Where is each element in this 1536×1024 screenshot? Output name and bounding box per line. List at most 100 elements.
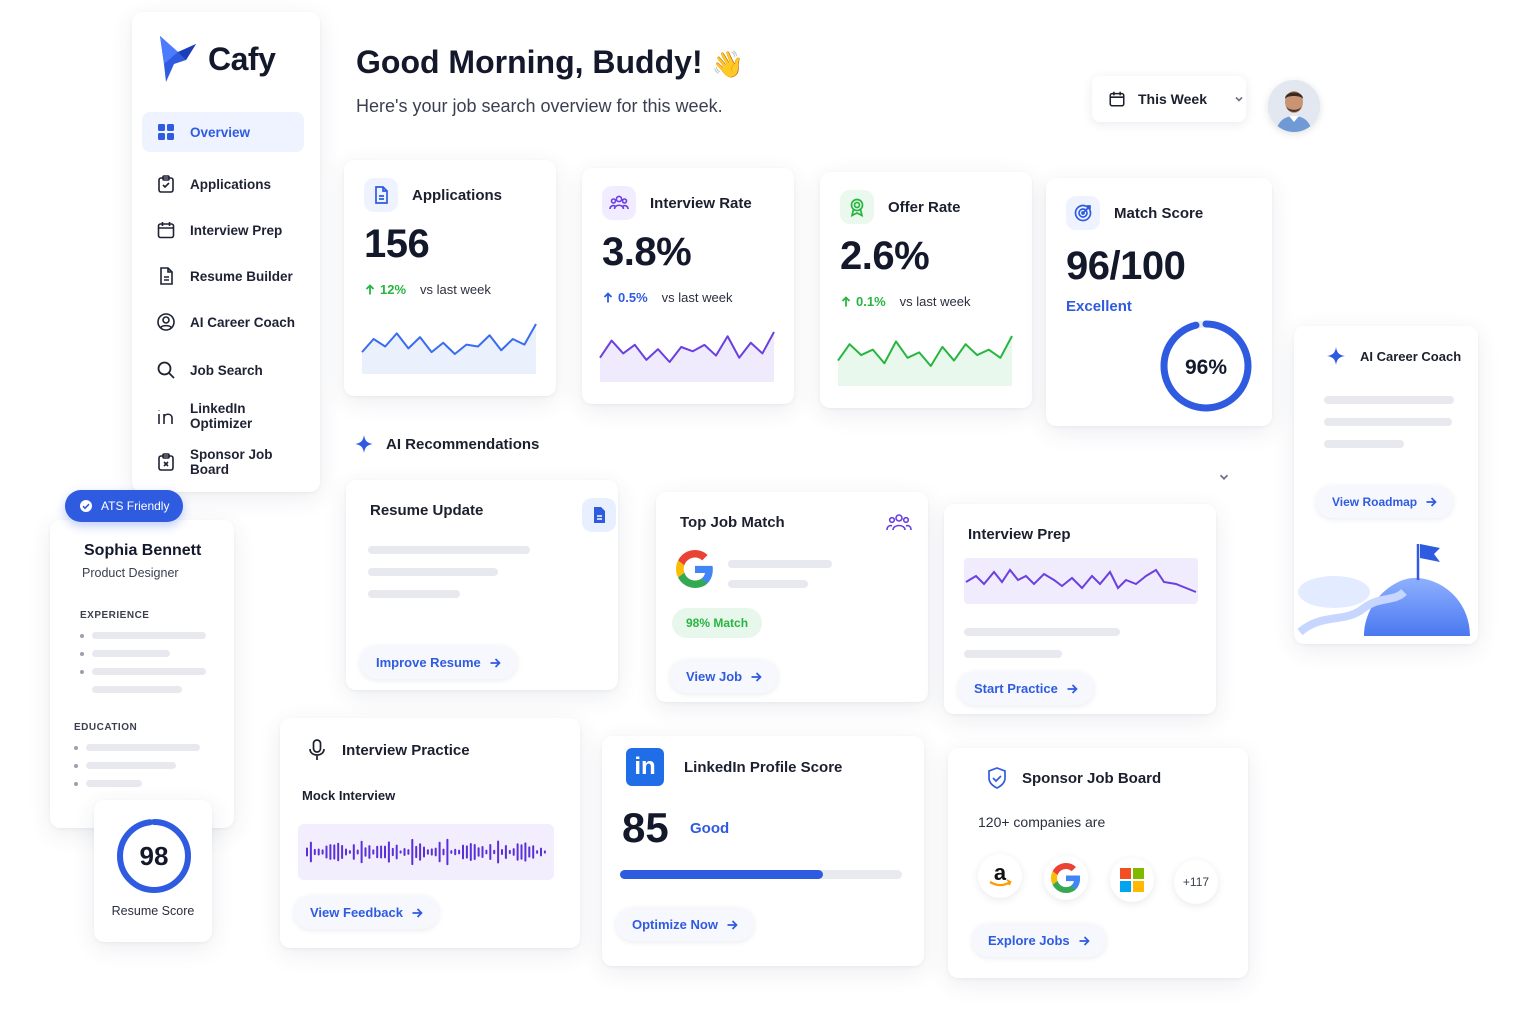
waveform-bar bbox=[430, 848, 433, 856]
arrow-right-icon bbox=[412, 907, 423, 918]
view-job-button[interactable]: View Job bbox=[670, 660, 779, 693]
microsoft-logo-icon bbox=[1110, 858, 1154, 902]
check-circle-icon bbox=[80, 500, 92, 512]
period-select[interactable]: This Week bbox=[1092, 76, 1246, 122]
button-label: View Feedback bbox=[310, 905, 403, 920]
user-circle-icon bbox=[157, 313, 175, 331]
sidebar-item-overview[interactable]: Overview bbox=[142, 112, 304, 152]
interview-rate-card[interactable]: Interview Rate 3.8% 0.5% vs last week bbox=[582, 168, 794, 404]
view-roadmap-button[interactable]: View Roadmap bbox=[1316, 486, 1454, 518]
resume-preview-card[interactable]: Sophia Bennett Product Designer EXPERIEN… bbox=[50, 520, 234, 828]
resume-score-ring-progress bbox=[117, 819, 191, 893]
waveform-bar bbox=[333, 844, 336, 860]
match-rating: Excellent bbox=[1066, 298, 1132, 315]
period-select-value: This Week bbox=[1138, 91, 1207, 107]
waveform-bar bbox=[380, 845, 383, 859]
placeholder-line bbox=[368, 546, 530, 554]
waveform-bar bbox=[411, 838, 414, 866]
linkedin-progress-track bbox=[620, 870, 902, 879]
placeholder-line bbox=[86, 780, 142, 787]
sidebar: Cafy Overview Applications Interview Pre… bbox=[132, 12, 320, 492]
waveform-bar bbox=[415, 845, 418, 859]
brand-logo[interactable]: Cafy bbox=[156, 34, 276, 84]
waveform-bar bbox=[360, 840, 363, 864]
button-label: View Roadmap bbox=[1332, 495, 1418, 509]
section-title: AI Recommendations bbox=[386, 435, 540, 453]
avatar[interactable] bbox=[1268, 80, 1320, 132]
sparkline-line bbox=[361, 323, 537, 355]
sidebar-item-applications[interactable]: Applications bbox=[142, 164, 302, 204]
sidebar-item-interview-prep[interactable]: Interview Prep bbox=[142, 210, 302, 250]
sidebar-item-resume-builder[interactable]: Resume Builder bbox=[142, 256, 302, 296]
button-label: Start Practice bbox=[974, 681, 1058, 696]
interview-prep-card[interactable]: Interview Prep Start Practice bbox=[944, 504, 1216, 714]
sidebar-item-ai-career-coach[interactable]: AI Career Coach bbox=[142, 302, 302, 342]
waveform-bar bbox=[352, 844, 355, 860]
delta-label: vs last week bbox=[899, 294, 971, 309]
sparkline-line bbox=[599, 331, 775, 363]
stat-value: 3.8% bbox=[602, 230, 692, 274]
waveform-bar bbox=[321, 849, 324, 855]
interview-practice-card[interactable]: Interview Practice Mock Interview View F… bbox=[280, 718, 580, 948]
document-icon bbox=[582, 498, 616, 532]
interview-prep-sparkline bbox=[964, 558, 1198, 604]
sidebar-item-label: AI Career Coach bbox=[190, 314, 296, 330]
stat-value: 2.6% bbox=[840, 234, 930, 278]
waveform-bar bbox=[387, 841, 390, 863]
ai-career-coach-card[interactable]: AI Career Coach View Roadmap bbox=[1294, 326, 1478, 644]
placeholder-line bbox=[368, 568, 498, 576]
card-title: Resume Update bbox=[370, 502, 484, 519]
badge-label: ATS Friendly bbox=[101, 499, 170, 513]
waveform-bar bbox=[477, 847, 480, 857]
waveform-bar bbox=[399, 850, 402, 854]
button-label: Optimize Now bbox=[632, 917, 718, 932]
sidebar-item-linkedin-optimizer[interactable]: LinkedIn Optimizer bbox=[142, 396, 302, 436]
top-job-match-card[interactable]: Top Job Match 98% Match View Job bbox=[656, 492, 928, 702]
applications-sparkline bbox=[361, 323, 537, 374]
stat-label: Interview Rate bbox=[650, 194, 752, 212]
linkedin-score-card[interactable]: in LinkedIn Profile Score 85 Good Optimi… bbox=[602, 736, 924, 966]
applications-card[interactable]: Applications 156 12% vs last week bbox=[344, 160, 556, 396]
view-feedback-button[interactable]: View Feedback bbox=[294, 896, 439, 929]
resume-score-card[interactable]: 98 Resume Score bbox=[94, 800, 212, 942]
calendar-icon bbox=[157, 222, 175, 239]
start-practice-button[interactable]: Start Practice bbox=[958, 672, 1094, 705]
waveform-bar bbox=[423, 846, 425, 858]
card-title: Top Job Match bbox=[680, 514, 785, 531]
sponsor-job-board-card[interactable]: Sponsor Job Board 120+ companies are a +… bbox=[948, 748, 1248, 978]
optimize-now-button[interactable]: Optimize Now bbox=[616, 908, 754, 941]
explore-jobs-button[interactable]: Explore Jobs bbox=[972, 924, 1106, 957]
chevron-down-icon[interactable] bbox=[1217, 470, 1231, 484]
improve-resume-button[interactable]: Improve Resume bbox=[360, 646, 517, 679]
resume-update-card[interactable]: Resume Update Improve Resume bbox=[346, 480, 618, 690]
waveform-bar bbox=[450, 850, 453, 854]
offer-rate-sparkline bbox=[837, 335, 1013, 386]
waveform-bar bbox=[434, 847, 437, 857]
sidebar-item-sponsor-job-board[interactable]: Sponsor Job Board bbox=[142, 442, 302, 482]
delta-up: 0.5% bbox=[602, 290, 648, 305]
delta-value: 12% bbox=[380, 282, 407, 297]
match-score-card[interactable]: Match Score 96/100 Excellent 96% bbox=[1046, 178, 1272, 426]
target-icon bbox=[1066, 196, 1100, 230]
ai-recommendations-heading: AI Recommendations bbox=[354, 434, 539, 454]
waveform-bar bbox=[493, 849, 496, 855]
sparkline-line bbox=[837, 335, 1013, 367]
card-title: LinkedIn Profile Score bbox=[684, 758, 843, 776]
offer-rate-card[interactable]: Offer Rate 2.6% 0.1% vs last week bbox=[820, 172, 1032, 408]
placeholder-line bbox=[92, 650, 170, 657]
arrow-right-icon bbox=[727, 919, 738, 930]
waveform-bar bbox=[536, 850, 539, 854]
interview-rate-sparkline bbox=[599, 331, 775, 382]
bullet bbox=[74, 782, 78, 786]
linkedin-score-value: 85 bbox=[622, 804, 669, 851]
placeholder-line bbox=[1324, 440, 1404, 448]
sidebar-item-label: Sponsor Job Board bbox=[190, 447, 273, 477]
delta-up: 12% bbox=[364, 282, 406, 297]
shield-check-icon bbox=[988, 767, 1006, 789]
sidebar-item-label: Job Search bbox=[190, 362, 263, 378]
delta-value: 0.5% bbox=[618, 290, 648, 305]
resume-name: Sophia Bennett bbox=[84, 542, 202, 559]
sidebar-item-job-search[interactable]: Job Search bbox=[142, 350, 302, 390]
more-companies-count[interactable]: +117 bbox=[1174, 860, 1218, 904]
waveform-bar bbox=[368, 845, 371, 859]
